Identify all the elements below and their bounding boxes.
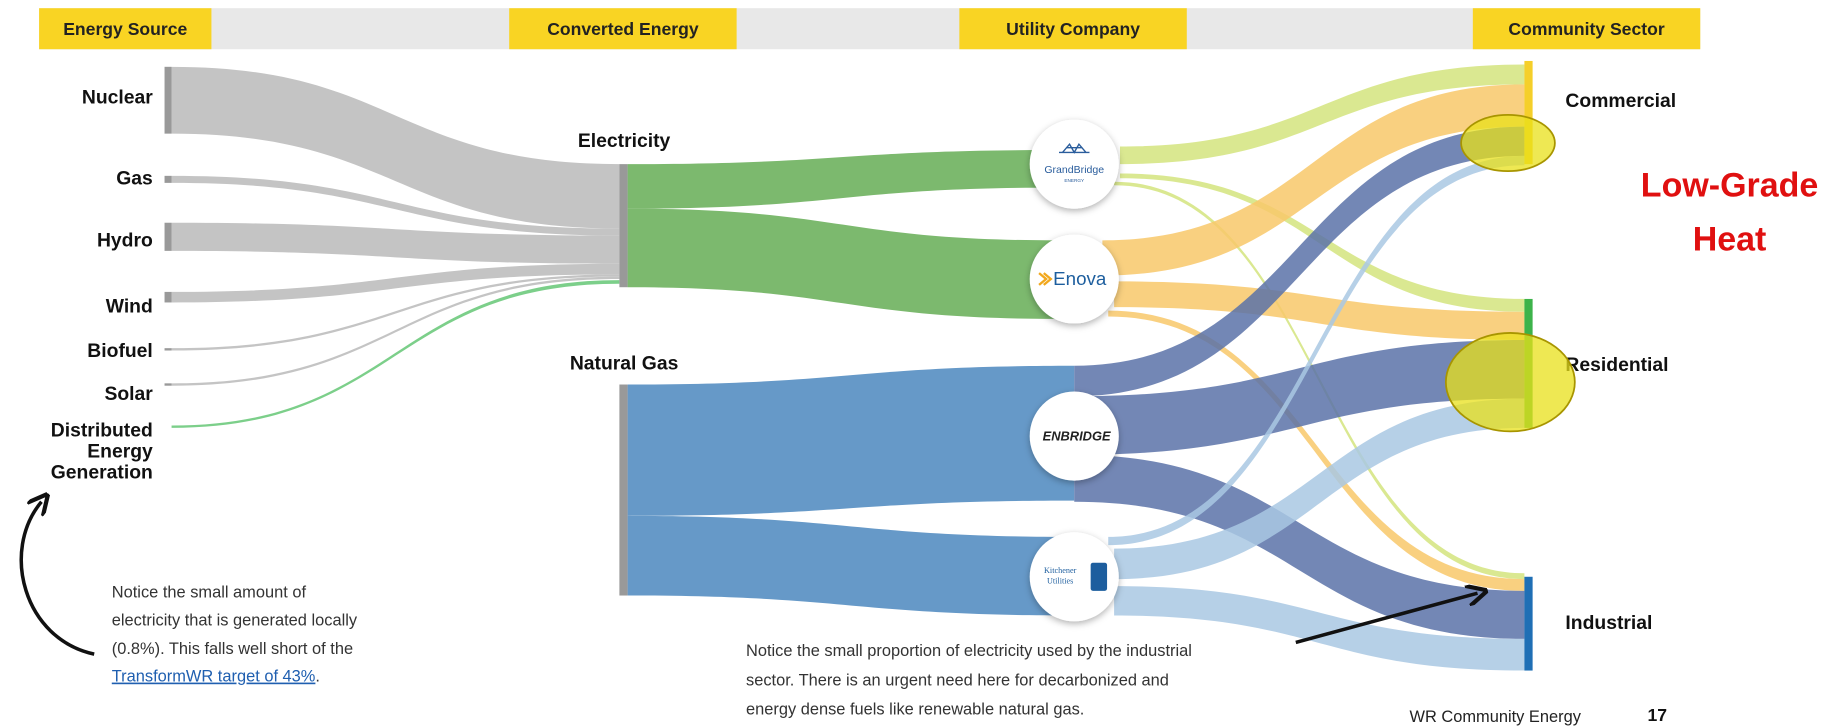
note-text: . bbox=[315, 668, 320, 686]
flow-band bbox=[171, 274, 620, 351]
flow-band bbox=[1108, 310, 1525, 591]
flow-band bbox=[1102, 84, 1525, 276]
utility-logo: Utilities bbox=[1047, 576, 1073, 585]
flow-band bbox=[1074, 339, 1525, 455]
flow-band bbox=[1108, 155, 1525, 546]
flow-band bbox=[1119, 64, 1525, 165]
note-text: TransformWR target of 43%. bbox=[112, 668, 320, 686]
source-node bbox=[164, 383, 172, 386]
note-link[interactable]: TransformWR target of 43% bbox=[112, 668, 316, 686]
callout: Low-Grade bbox=[1641, 167, 1819, 205]
source-label: Generation bbox=[51, 462, 153, 484]
arrow bbox=[1295, 593, 1478, 645]
header-label: Community Sector bbox=[1508, 19, 1664, 39]
source-label: Wind bbox=[106, 295, 153, 317]
flow-band bbox=[171, 276, 620, 386]
converted-label: Natural Gas bbox=[570, 353, 679, 375]
utility-logo: Kitchener bbox=[1044, 566, 1077, 575]
callout: Heat bbox=[1693, 220, 1767, 258]
header-label: Converted Energy bbox=[547, 19, 699, 39]
flow-band bbox=[627, 150, 1056, 209]
flow-band bbox=[627, 208, 1056, 319]
converted-label: Electricity bbox=[578, 130, 671, 152]
arrow bbox=[19, 502, 95, 656]
sector-label: Residential bbox=[1565, 354, 1668, 376]
flow-band bbox=[1074, 454, 1525, 639]
flow-band bbox=[1074, 126, 1525, 397]
utility-logo: ENERGY bbox=[1064, 178, 1085, 183]
flow-band bbox=[1114, 398, 1525, 580]
footer-title: WR Community Energy bbox=[1410, 708, 1582, 726]
flow-band bbox=[171, 66, 620, 229]
flow-band bbox=[171, 222, 620, 264]
footer-page: 17 bbox=[1648, 705, 1668, 725]
source-node bbox=[164, 175, 172, 183]
source-label: Biofuel bbox=[87, 340, 153, 362]
source-label: Solar bbox=[104, 383, 153, 405]
flows bbox=[171, 64, 1525, 671]
header-label: Utility Company bbox=[1006, 19, 1140, 39]
converted-node bbox=[619, 164, 628, 288]
note-text: energy dense fuels like renewable natura… bbox=[746, 701, 1084, 719]
source-label: Gas bbox=[116, 167, 153, 189]
flow-band bbox=[171, 263, 620, 303]
highlight bbox=[1444, 332, 1576, 433]
source-node bbox=[164, 222, 172, 251]
grandbridge-icon bbox=[1059, 142, 1090, 154]
source-label: Nuclear bbox=[82, 87, 153, 109]
utility-logo: Enova bbox=[1053, 268, 1107, 289]
source-node bbox=[164, 291, 172, 303]
header-label: Energy Source bbox=[63, 19, 187, 39]
flow-band bbox=[1114, 281, 1525, 340]
utility-node bbox=[1029, 391, 1119, 481]
utility-node bbox=[1029, 532, 1119, 622]
sector-label: Industrial bbox=[1565, 612, 1652, 634]
flow-band bbox=[171, 280, 620, 428]
foreground: Energy Source Converted Energy Utility Com… bbox=[19, 8, 1819, 726]
source-label: Hydro bbox=[97, 230, 153, 252]
utility-node bbox=[1029, 234, 1119, 324]
note-text: (0.8%). This falls well short of the bbox=[112, 640, 353, 658]
sector-label: Commercial bbox=[1565, 90, 1676, 112]
enova-icon bbox=[1038, 272, 1053, 286]
flow-band bbox=[627, 515, 1075, 616]
highlight bbox=[1460, 114, 1556, 173]
header-box bbox=[39, 8, 212, 50]
converted-node bbox=[619, 384, 628, 596]
sector-node bbox=[1524, 60, 1533, 165]
flow-band bbox=[1114, 586, 1525, 671]
sector-node bbox=[1524, 576, 1533, 671]
utility-logo: GrandBridge bbox=[1044, 164, 1104, 176]
source-node bbox=[164, 348, 172, 351]
note-text: electricity that is generated locally bbox=[112, 612, 358, 630]
note-text: sector. There is an urgent need here for… bbox=[746, 671, 1169, 689]
source-label: Distributed bbox=[51, 420, 153, 442]
utility-logo: ENBRIDGE bbox=[1043, 429, 1111, 444]
flow-band bbox=[171, 175, 620, 236]
header-bar bbox=[39, 8, 1701, 50]
kitchener-icon bbox=[1090, 562, 1108, 591]
note-text: Notice the small amount of bbox=[112, 584, 307, 602]
source-label: Energy bbox=[87, 441, 153, 463]
header-box bbox=[509, 8, 737, 50]
utility-node bbox=[1029, 119, 1119, 209]
note-text: Notice the small proportion of electrici… bbox=[746, 642, 1192, 660]
header-box bbox=[1472, 8, 1701, 50]
source-node bbox=[164, 66, 172, 134]
header-box bbox=[959, 8, 1187, 50]
flow-band bbox=[627, 365, 1075, 516]
